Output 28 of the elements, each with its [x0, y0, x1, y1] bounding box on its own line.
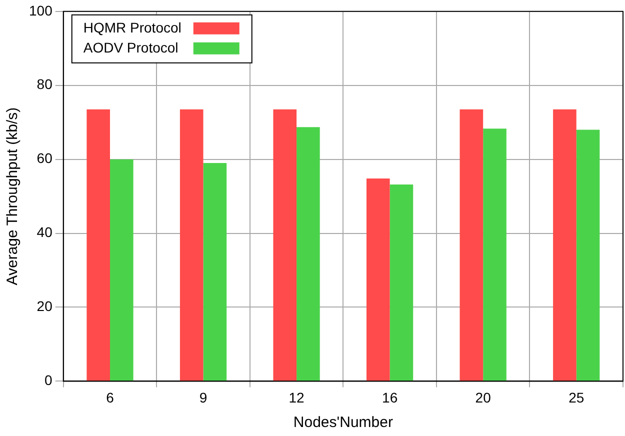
- bar: [273, 109, 297, 381]
- y-tick-label: 20: [36, 298, 53, 314]
- x-tick-label: 16: [382, 389, 398, 406]
- y-tick-label: 40: [36, 224, 53, 240]
- x-tick-label: 9: [199, 389, 208, 406]
- y-tick-label: 100: [29, 2, 53, 18]
- x-tick-label: 25: [568, 389, 584, 406]
- bar: [483, 128, 506, 381]
- bar: [180, 109, 204, 381]
- y-tick-label: 60: [36, 150, 53, 166]
- x-tick-label: 20: [475, 389, 492, 406]
- bar: [553, 109, 576, 381]
- legend-label: HQMR Protocol: [83, 19, 182, 36]
- y-tick-label: 0: [44, 372, 53, 388]
- x-tick-label: 6: [106, 389, 114, 406]
- x-axis-title: Nodes'Number: [293, 414, 393, 432]
- bar: [576, 130, 600, 381]
- y-axis-title: Average Throughput (kb/s): [4, 107, 22, 286]
- legend-label: AODV Protocol: [83, 39, 178, 56]
- bar: [296, 127, 320, 381]
- x-tick-label: 12: [288, 389, 305, 406]
- bar: [460, 109, 484, 381]
- bar: [390, 184, 414, 381]
- y-tick-label: 80: [36, 76, 53, 92]
- bar: [366, 178, 390, 381]
- bar: [203, 163, 227, 381]
- bar: [110, 159, 134, 381]
- bar: [86, 109, 110, 381]
